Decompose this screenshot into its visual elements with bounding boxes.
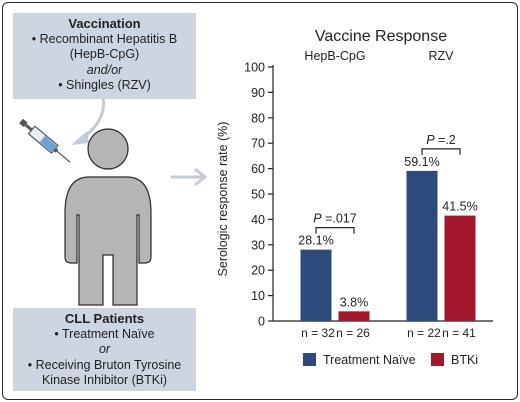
y-tick-label: 0 xyxy=(258,315,265,329)
bar xyxy=(406,170,438,321)
p-value-label: P =.017 xyxy=(313,212,356,226)
bar-value-label: 3.8% xyxy=(340,295,369,309)
bar-value-label: 28.1% xyxy=(298,234,333,248)
patients-line-1: • Treatment Naïve xyxy=(54,326,155,341)
sample-size-label: n = 26 xyxy=(336,326,370,340)
legend-swatch-btki xyxy=(431,353,444,366)
arrow-head-icon xyxy=(71,131,89,145)
syringe-icon xyxy=(19,118,71,163)
vaccination-line-3: and/or xyxy=(86,62,123,77)
category-label-hepb: HepB-CpG xyxy=(304,49,365,63)
bar-value-label: 59.1% xyxy=(404,155,439,169)
arrow-right-head-icon xyxy=(194,167,208,187)
chart-title: Vaccine Response xyxy=(315,28,447,45)
vaccination-box: Vaccination • Recombinant Hepatitis B (H… xyxy=(13,13,196,99)
patients-line-4: Kinase Inhibitor (BTKi) xyxy=(41,373,168,387)
sample-size-label: n = 22 xyxy=(407,326,441,340)
vaccination-line-4: • Shingles (RZV) xyxy=(58,78,151,92)
vaccination-line-1: • Recombinant Hepatitis B xyxy=(31,31,178,46)
illustration xyxy=(19,96,208,306)
vaccination-line-2: (HepB-CpG) xyxy=(69,47,140,61)
y-tick-label: 80 xyxy=(251,111,265,125)
p-value-label: P =.2 xyxy=(426,133,456,147)
legend-label-treatment-naive: Treatment Naïve xyxy=(323,353,416,367)
bar xyxy=(338,311,370,321)
significance-bracket xyxy=(421,148,461,155)
legend: Treatment Naïve BTKi xyxy=(303,353,478,367)
significance-bracket xyxy=(315,227,355,234)
category-label-rzv: RZV xyxy=(429,49,455,63)
y-tick-label: 100 xyxy=(244,61,265,75)
y-axis-label: Serologic response rate (%) xyxy=(216,122,230,277)
patients-title: CLL Patients xyxy=(64,311,145,326)
y-tick-label: 30 xyxy=(251,238,265,252)
y-tick-label: 60 xyxy=(251,162,265,176)
y-tick-label: 50 xyxy=(251,188,265,202)
y-tick-label: 20 xyxy=(251,264,265,278)
patients-box: CLL Patients • Treatment Naïve or • Rece… xyxy=(13,308,196,391)
bar xyxy=(300,249,332,321)
sample-size-label: n = 41 xyxy=(442,326,476,340)
legend-swatch-treatment-naive xyxy=(303,353,316,366)
y-tick-label: 90 xyxy=(251,86,265,100)
bar-value-label: 41.5% xyxy=(442,200,477,214)
patient-figure-icon xyxy=(64,128,152,306)
bar-chart: Vaccine Response HepB-CpG RZV Serologic … xyxy=(216,28,493,367)
y-tick-label: 70 xyxy=(251,137,265,151)
legend-label-btki: BTKi xyxy=(451,353,478,367)
y-tick-label: 10 xyxy=(251,289,265,303)
vaccination-title: Vaccination xyxy=(68,16,141,31)
patients-line-2: or xyxy=(98,342,111,356)
y-tick-label: 40 xyxy=(251,213,265,227)
sample-size-label: n = 32 xyxy=(301,326,335,340)
patients-line-3: • Receiving Bruton Tyrosine xyxy=(27,357,182,372)
bar xyxy=(444,215,476,321)
